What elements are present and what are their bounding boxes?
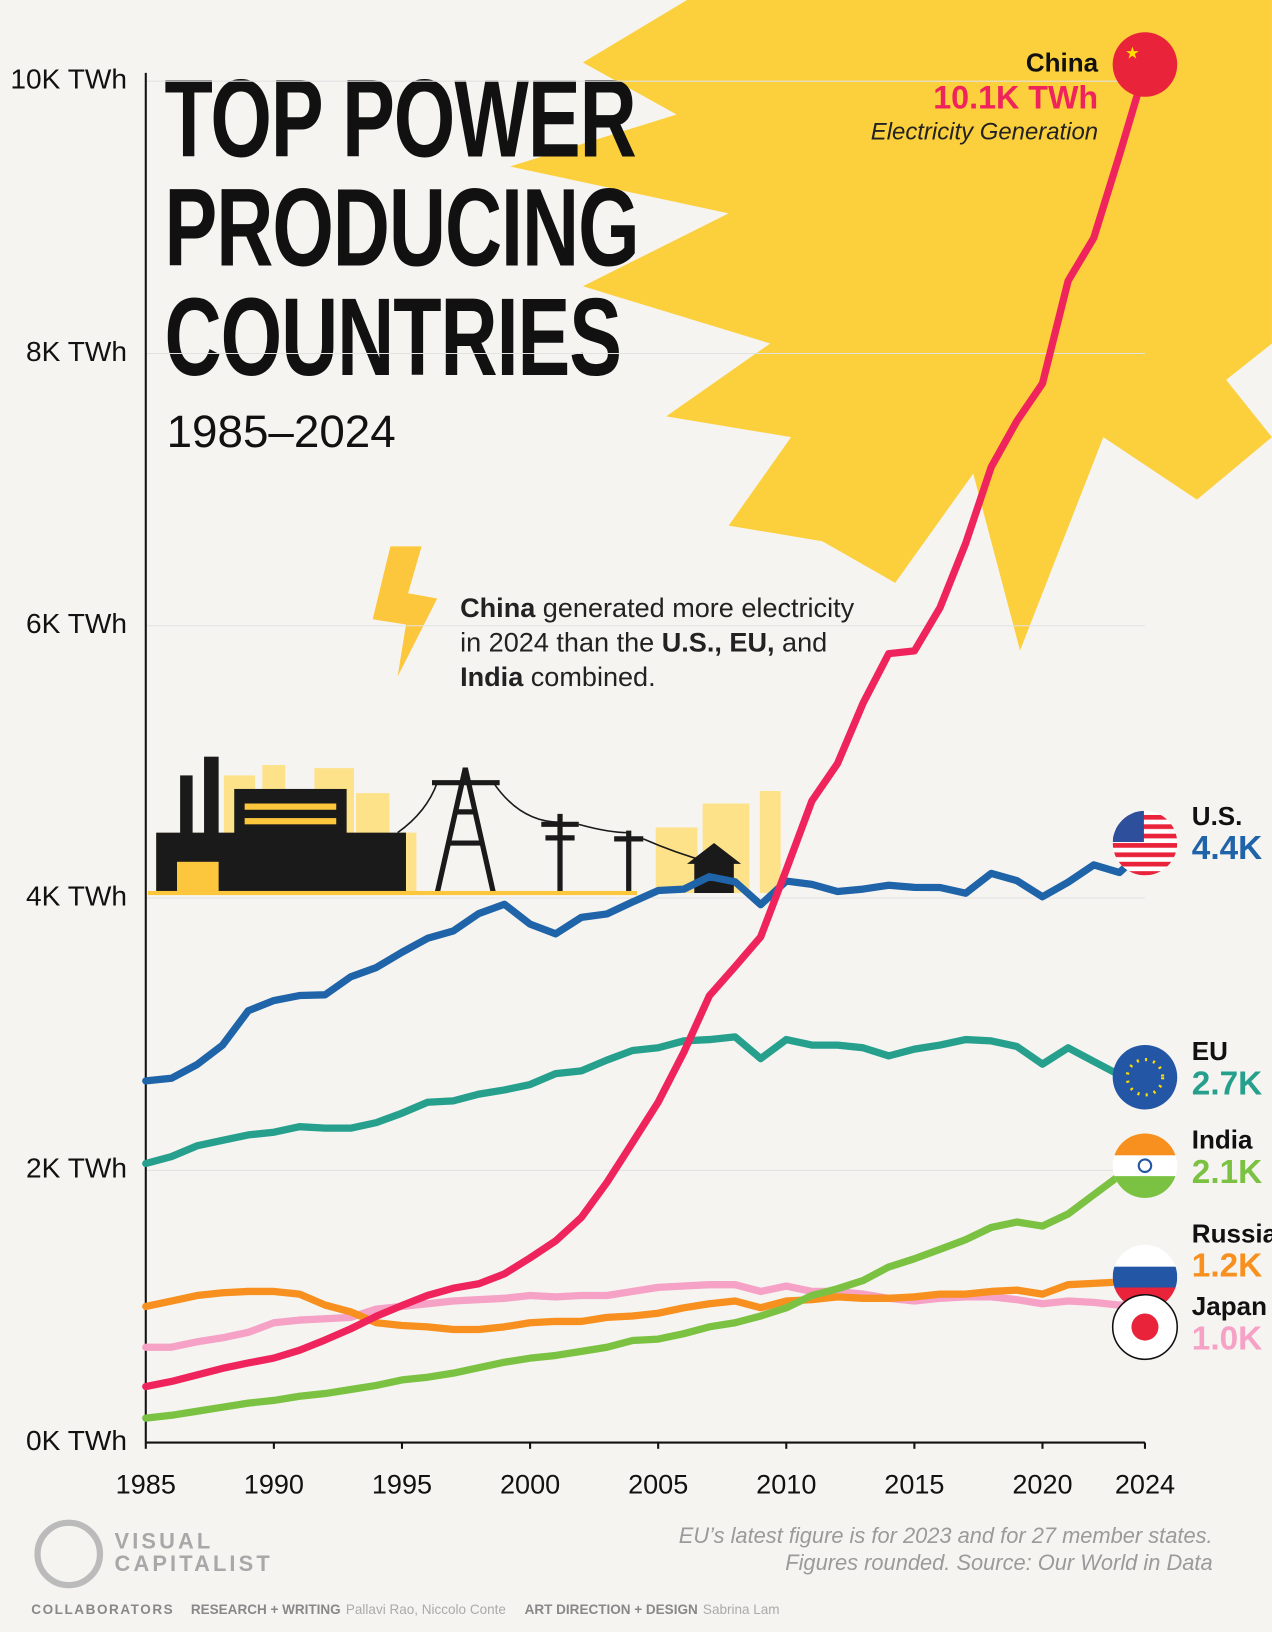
end-value-label: 2.1K bbox=[1192, 1154, 1262, 1191]
flag-part bbox=[1131, 1313, 1159, 1341]
factory-door bbox=[177, 861, 219, 894]
footnote: EU’s latest figure is for 2023 and for 2… bbox=[679, 1523, 1213, 1548]
flag-part bbox=[1112, 32, 1178, 97]
x-tick-label: 1995 bbox=[372, 1469, 432, 1499]
brand-logo bbox=[34, 1519, 104, 1589]
factory-window bbox=[244, 803, 337, 810]
flag bbox=[1112, 1044, 1178, 1110]
annotation-part: generated more electricity in 2024 than … bbox=[460, 592, 862, 658]
annotation: China generated more electricity in 2024… bbox=[460, 591, 876, 694]
factory-window bbox=[244, 818, 337, 825]
credit-role: ART DIRECTION + DESIGN bbox=[525, 1602, 698, 1617]
y-tick-label: 0K TWh bbox=[26, 1425, 127, 1456]
ground bbox=[147, 890, 638, 896]
annotation-box: China generated more electricity in 2024… bbox=[460, 591, 876, 694]
flag bbox=[1112, 810, 1178, 876]
x-tick-label: 2015 bbox=[884, 1469, 944, 1499]
flags: ★ bbox=[1111, 32, 1179, 1361]
legend-label: U.S. bbox=[1192, 801, 1243, 831]
title-box: TOP POWER PRODUCING COUNTRIES bbox=[164, 64, 640, 400]
legend-label: Russia bbox=[1192, 1218, 1272, 1248]
series-line bbox=[142, 1159, 1149, 1422]
x-tick-label: 2000 bbox=[500, 1469, 560, 1499]
flag bbox=[1112, 1133, 1178, 1198]
y-tick-label: 6K TWh bbox=[26, 608, 127, 639]
flag-part bbox=[1112, 1176, 1178, 1198]
series-line bbox=[142, 1033, 1123, 1168]
y-tick-label: 8K TWh bbox=[26, 336, 127, 367]
chart-subtitle: 1985–2024 bbox=[167, 406, 396, 457]
credit-names: Pallavi Rao, Niccolo Conte bbox=[346, 1602, 506, 1617]
end-value-label: 4.4K bbox=[1192, 830, 1262, 867]
credits: COLLABORATORS RESEARCH + WRITING Pallavi R… bbox=[31, 1602, 779, 1617]
annotation-part: China bbox=[460, 592, 536, 624]
series-line bbox=[142, 65, 1149, 1391]
chart-title: TOP POWER PRODUCING COUNTRIES bbox=[164, 64, 640, 400]
skyline-bg bbox=[759, 791, 781, 894]
y-tick-label: 4K TWh bbox=[26, 880, 127, 911]
flag-part bbox=[1112, 1044, 1178, 1110]
factory bbox=[234, 788, 347, 841]
legend-label: EU bbox=[1192, 1036, 1228, 1066]
chimney bbox=[204, 756, 219, 838]
annotation-part: India bbox=[460, 660, 524, 693]
power-wire bbox=[397, 782, 709, 863]
y-tick-label: 2K TWh bbox=[26, 1153, 127, 1184]
end-value-label: 1.2K bbox=[1192, 1248, 1262, 1285]
annotation-part: and bbox=[774, 626, 835, 658]
x-tick-label: 2010 bbox=[756, 1469, 816, 1499]
end-value-label: 10.1K TWh bbox=[933, 79, 1098, 115]
flag-part bbox=[1112, 1133, 1178, 1156]
legend-label: India bbox=[1192, 1125, 1253, 1155]
y-tick-label: 10K TWh bbox=[10, 64, 127, 95]
sun-burst bbox=[510, 0, 1272, 651]
annotation-part: combined. bbox=[523, 660, 656, 693]
series-line bbox=[142, 1274, 1149, 1334]
credit-names: Sabrina Lam bbox=[703, 1602, 780, 1617]
series-line bbox=[142, 845, 1149, 1085]
x-tick-label: 1985 bbox=[116, 1469, 176, 1499]
brand-name: CAPITALIST bbox=[115, 1551, 273, 1576]
utility-pole bbox=[541, 813, 644, 894]
flag-part: ★ bbox=[1125, 44, 1140, 63]
x-tick-label: 2005 bbox=[628, 1469, 688, 1499]
footer: EU’s latest figure is for 2023 and for 2… bbox=[31, 1519, 1213, 1617]
flag-part bbox=[1125, 1057, 1165, 1097]
end-value-label: 1.0K bbox=[1192, 1320, 1262, 1357]
lightning-bolt bbox=[372, 546, 438, 677]
series-line bbox=[142, 1281, 1149, 1351]
x-tick-label: 2020 bbox=[1012, 1469, 1072, 1499]
chimney bbox=[180, 775, 193, 838]
axes: 0K TWh 2K TWh 4K TWh 6K TWh 8K TWh 10K TWh 198… bbox=[10, 64, 1175, 1500]
brand-name: VISUAL bbox=[115, 1528, 214, 1553]
highlight-caption: Electricity Generation bbox=[871, 119, 1098, 146]
legend-label: Japan bbox=[1192, 1291, 1267, 1321]
footnote: Figures rounded. Source: Our World in Da… bbox=[785, 1550, 1212, 1575]
legend-label: China bbox=[1026, 47, 1099, 77]
end-value-label: 2.7K bbox=[1192, 1065, 1262, 1102]
flag bbox=[1111, 1293, 1179, 1361]
credits-label: COLLABORATORS bbox=[31, 1602, 174, 1617]
flag: ★ bbox=[1112, 32, 1178, 97]
annotation-part: U.S., EU, bbox=[661, 626, 775, 658]
credit-role: RESEARCH + WRITING bbox=[191, 1602, 341, 1617]
x-tick-label: 2024 bbox=[1115, 1469, 1175, 1499]
lines bbox=[142, 65, 1149, 1422]
pylon bbox=[431, 767, 500, 894]
flag-part bbox=[1112, 1266, 1178, 1289]
flag-part bbox=[1137, 1158, 1153, 1173]
x-tick-label: 1990 bbox=[244, 1469, 304, 1499]
